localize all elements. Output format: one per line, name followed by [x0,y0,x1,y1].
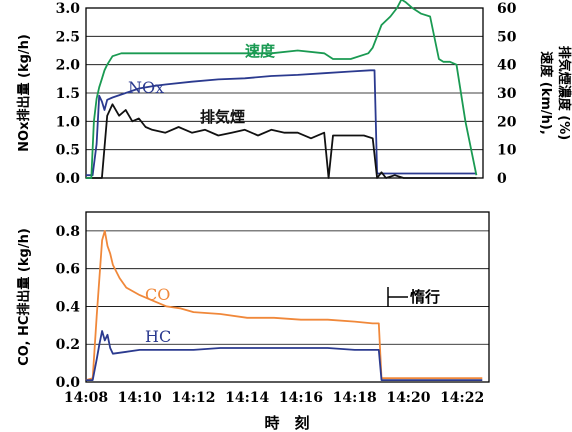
coast-label: 惰行 [410,288,440,306]
y-tick-label: 2.5 [56,29,80,45]
y-tick-label: 0.8 [56,224,80,240]
y-tick-label: 0.0 [56,375,81,391]
y-tick-label: 3.0 [56,1,81,17]
y-tick-label: 0.5 [56,143,80,159]
series-label-hc: HC [145,327,171,346]
bottom-gridlines [86,230,489,345]
series-line-0 [85,230,483,381]
series-label-nox: NOx [128,78,164,97]
top-left-axis-label: NOx排出量 (kg/h) [16,34,32,152]
series-label-speed: 速度 [245,42,276,60]
coast-annotation: 惰行 [387,287,440,307]
top-right-axis-label-line2: 排気煙濃度 (%) [556,46,572,140]
bottom-series-lines [85,230,483,381]
y-tick-label: 1.0 [56,114,81,130]
series-line-1 [86,103,477,179]
top-right-axis-label-line1: 速度 (km/h), [538,51,554,135]
top-series-lines [86,0,478,179]
y-tick-label: 2.0 [56,58,81,74]
x-tick-label: 14:08 [64,390,108,406]
x-tick-label: 14:12 [171,390,215,406]
x-tick-label: 14:14 [225,390,269,406]
bottom-x-tick-labels: 14:08 14:10 14:12 14:14 14:16 14:18 14:20 14:22 [64,390,484,406]
bottom-chart: 0.0 0.2 0.4 0.6 0.8 14:08 14:10 14:12 14:14 14:1… [16,211,490,432]
x-tick-label: 14:10 [118,390,162,406]
x-tick-label: 14:18 [333,390,377,406]
x-tick-label: 14:16 [279,390,323,406]
top-left-tick-labels: 0.0 0.5 1.0 1.5 2.0 2.5 3.0 [56,1,81,187]
bottom-plot-frame [85,211,490,383]
series-line-2 [86,0,478,179]
y-right-tick-label: 0 [497,171,507,187]
series-label-co: CO [145,285,170,304]
y-right-tick-label: 10 [497,143,517,159]
y-right-tick-label: 50 [497,29,517,45]
top-right-tick-labels: 0 10 20 30 40 50 60 [497,1,517,187]
y-right-tick-label: 60 [497,1,517,17]
bottom-left-axis-label: CO, HC排出量 (kg/h) [16,228,32,366]
top-gridlines [86,35,483,151]
x-tick-label: 14:22 [440,390,484,406]
series-label-smoke: 排気煙 [200,108,245,126]
y-right-tick-label: 30 [497,86,517,102]
bottom-x-axis-label: 時 刻 [264,414,309,432]
y-tick-label: 0.6 [56,262,80,278]
series-line-1 [86,330,483,381]
y-right-tick-label: 20 [497,114,517,130]
y-tick-label: 0.2 [56,337,80,353]
x-tick-label: 14:20 [386,390,430,406]
y-right-tick-label: 40 [497,58,517,74]
y-tick-label: 0.0 [56,171,81,187]
bottom-left-tick-labels: 0.0 0.2 0.4 0.6 0.8 [56,224,81,391]
top-plot-frame [85,7,484,179]
y-tick-label: 0.4 [56,299,81,315]
y-tick-label: 1.5 [56,86,80,102]
series-line-0 [86,69,477,177]
